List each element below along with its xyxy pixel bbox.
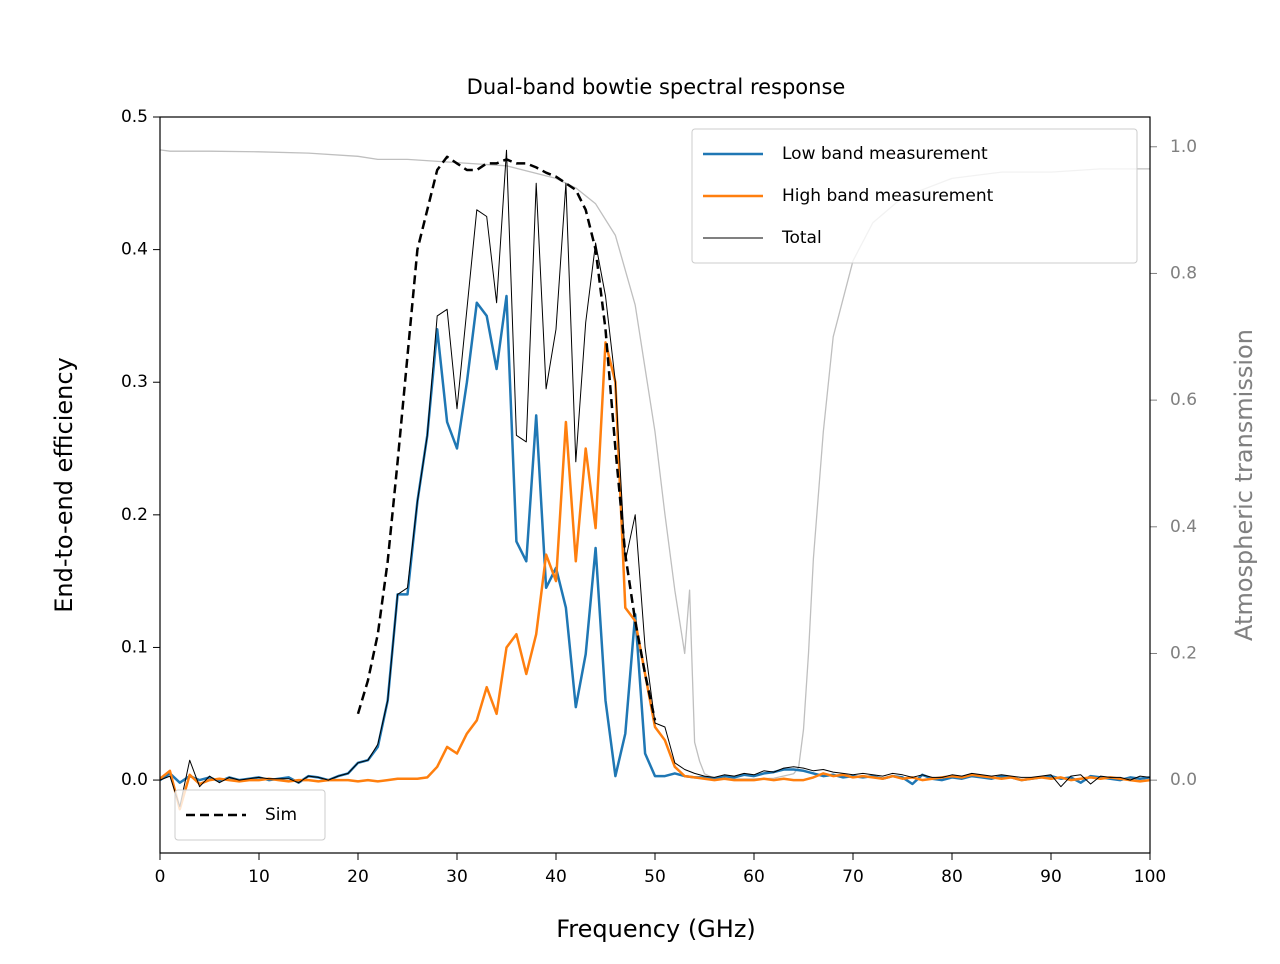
y2-tick-label: 0.4 — [1170, 517, 1197, 537]
x-tick-label: 80 — [941, 867, 963, 887]
y2-tick-label: 0.0 — [1170, 770, 1197, 790]
series-line — [356, 155, 657, 721]
legend-box — [174, 789, 326, 841]
y-tick-label: 0.0 — [121, 770, 148, 790]
x-tick-label: 20 — [347, 867, 369, 887]
x-tick-label: 40 — [545, 867, 567, 887]
plot-area — [160, 149, 1150, 811]
legend: Low band measurement High band measuremen… — [691, 128, 1138, 264]
x-tick-label: 10 — [248, 867, 270, 887]
x-tick-label: 30 — [446, 867, 468, 887]
y2-axis-label: Atmospheric transmission — [1230, 329, 1258, 641]
x-tick-label: 100 — [1134, 867, 1166, 887]
series-line — [160, 149, 1150, 808]
legend: Sim — [174, 789, 326, 841]
y2-tick-label: 1.0 — [1170, 137, 1197, 157]
y-tick-label: 0.2 — [121, 505, 148, 525]
chart-title: Dual-band bowtie spectral response — [467, 75, 846, 99]
y-tick-label: 0.4 — [121, 240, 148, 260]
y2-tick-label: 0.2 — [1170, 643, 1197, 663]
x-tick-label: 90 — [1040, 867, 1062, 887]
x-tick-label: 70 — [842, 867, 864, 887]
legend-label: Sim — [265, 805, 297, 825]
legend-box — [691, 128, 1138, 264]
y2-tick-label: 0.6 — [1170, 390, 1197, 410]
x-tick-label: 60 — [743, 867, 765, 887]
y-tick-label: 0.1 — [121, 637, 148, 657]
legend-label: High band measurement — [782, 186, 994, 206]
x-tick-label: 0 — [155, 867, 166, 887]
x-axis-label: Frequency (GHz) — [556, 915, 756, 943]
y2-tick-label: 0.8 — [1170, 263, 1197, 283]
y-tick-label: 0.5 — [121, 107, 148, 127]
axes-frame — [159, 116, 1151, 854]
x-tick-label: 50 — [644, 867, 666, 887]
legend-label: Total — [781, 228, 822, 248]
legend-label: Low band measurement — [782, 144, 988, 164]
y-tick-label: 0.3 — [121, 372, 148, 392]
series-line — [160, 341, 1150, 811]
y-axis-label: End-to-end efficiency — [50, 357, 78, 613]
